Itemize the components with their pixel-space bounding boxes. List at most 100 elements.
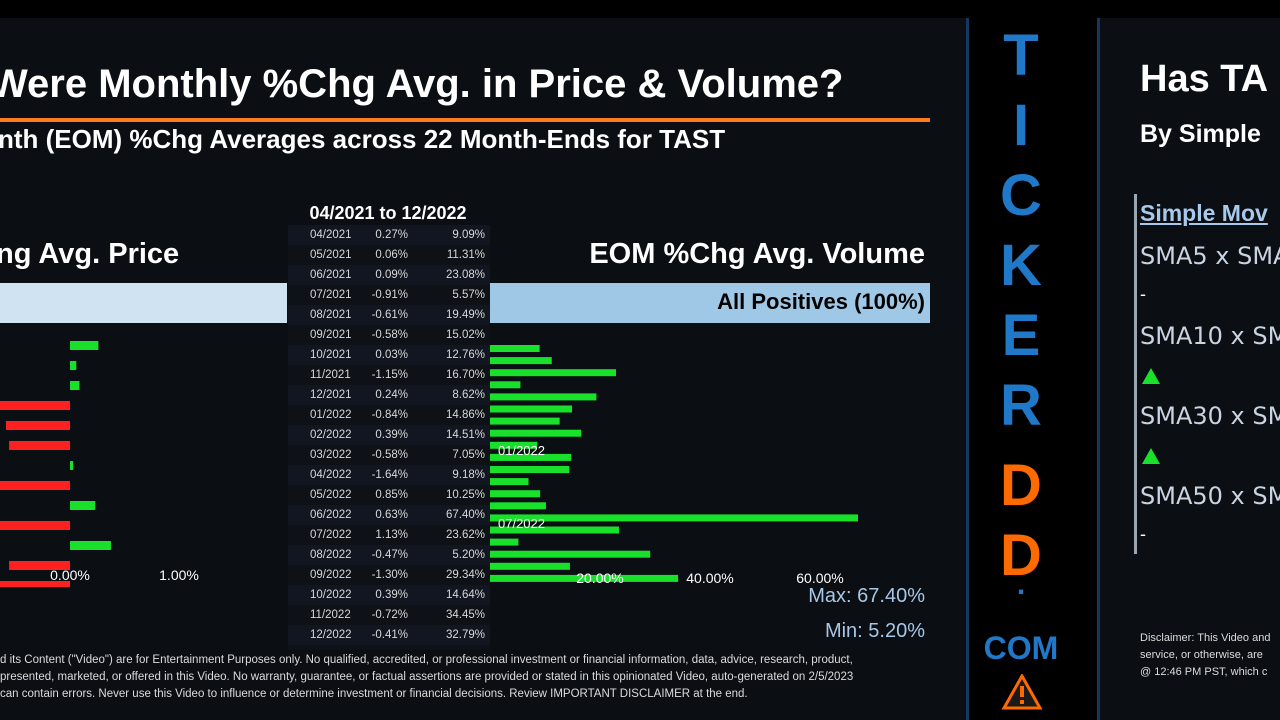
table-row: 05/2021 0.06% 11.31% xyxy=(288,245,490,265)
table-cell-price: -0.41% xyxy=(371,629,408,641)
table-cell-price: -0.61% xyxy=(371,309,408,321)
table-cell-volume: 8.62% xyxy=(452,389,485,401)
price-bar xyxy=(70,381,80,390)
table-cell-price: 0.39% xyxy=(375,429,408,441)
table-cell-date: 02/2022 xyxy=(310,429,352,441)
table-cell-date: 11/2021 xyxy=(310,369,351,381)
right-panel-title: Has TA xyxy=(1140,58,1269,100)
table-cell-price: 0.63% xyxy=(375,509,408,521)
price-bar-chart: 0.00% 1.00% xyxy=(0,341,199,587)
table-cell-volume: 5.57% xyxy=(452,289,485,301)
volume-annotation: 07/2022 xyxy=(498,516,545,531)
table-row: 09/2021 -0.58% 15.02% xyxy=(288,325,490,345)
table-cell-date: 08/2022 xyxy=(310,549,352,561)
brand-letter: R xyxy=(1000,373,1042,438)
price-bar xyxy=(0,581,70,587)
volume-bar xyxy=(490,453,572,461)
table-cell-date: 12/2021 xyxy=(310,389,352,401)
title-rule xyxy=(0,118,930,122)
table-cell-price: 0.85% xyxy=(375,489,408,501)
table-cell-price: 0.24% xyxy=(375,389,408,401)
table-row: 12/2021 0.24% 8.62% xyxy=(288,385,490,405)
price-bar xyxy=(5,421,71,430)
table-cell-price: 0.39% xyxy=(375,589,408,601)
table-cell-price: -1.64% xyxy=(371,469,408,481)
table-cell-price: 0.09% xyxy=(375,269,408,281)
table-cell-volume: 34.45% xyxy=(445,609,485,621)
table-row: 11/2022 -0.72% 34.45% xyxy=(288,605,490,625)
table-cell-volume: 23.62% xyxy=(445,529,485,541)
volume-tick-label: 40.00% xyxy=(686,570,733,586)
volume-bar xyxy=(490,441,538,449)
table-cell-volume: 14.64% xyxy=(445,589,485,601)
table-row: 04/2021 0.27% 9.09% xyxy=(288,225,490,245)
min-label: Min: 5.20% xyxy=(824,620,925,642)
table-cell-volume: 12.76% xyxy=(445,349,485,361)
volume-bar xyxy=(490,393,597,401)
disclaimer: d its Content ("Video") are for Entertai… xyxy=(0,652,930,703)
disclaimer-line: presented, marketed, or offered in this … xyxy=(0,671,854,683)
volume-bar xyxy=(490,345,540,352)
table-cell-price: -0.58% xyxy=(371,449,408,461)
table-cell-price: -0.47% xyxy=(371,549,408,561)
price-summary-band xyxy=(0,283,287,323)
volume-bar xyxy=(490,502,546,510)
main-title: Were Monthly %Chg Avg. in Price & Volume… xyxy=(0,62,844,106)
table-cell-price: 1.13% xyxy=(375,529,408,541)
price-bar xyxy=(9,561,71,570)
table-row: 07/2022 1.13% 23.62% xyxy=(288,525,490,545)
table-cell-volume: 5.20% xyxy=(452,549,485,561)
volume-bar xyxy=(490,490,541,498)
table-row: 04/2022 -1.64% 9.18% xyxy=(288,465,490,485)
data-table: 04/2021 0.27% 9.09% 05/2021 0.06% 11.31% 06/20… xyxy=(288,225,490,650)
sma-item-value: - xyxy=(1140,524,1146,544)
price-bar xyxy=(9,441,71,450)
table-cell-volume: 29.34% xyxy=(445,569,485,581)
volume-bar xyxy=(490,574,679,582)
brand-strip: T I C K E R D D . COM xyxy=(966,18,1097,720)
table-row: 05/2022 0.85% 10.25% xyxy=(288,485,490,505)
table-row: 09/2022 -1.30% 29.34% xyxy=(288,565,490,585)
sma-item-label: SMA30 x SM xyxy=(1140,402,1280,430)
volume-bar xyxy=(490,466,570,473)
table-row: 03/2022 -0.58% 7.05% xyxy=(288,445,490,465)
price-bar xyxy=(0,401,71,410)
volume-bar xyxy=(490,526,619,534)
table-cell-price: 0.03% xyxy=(375,349,408,361)
brand-letter: C xyxy=(1000,163,1042,228)
subtitle: nth (EOM) %Chg Averages across 22 Month-… xyxy=(0,124,726,154)
volume-bar xyxy=(490,478,529,486)
sma-list-header: Simple Mov xyxy=(1140,200,1268,226)
price-bar xyxy=(70,461,74,470)
table-cell-date: 05/2022 xyxy=(310,489,352,501)
table-cell-volume: 32.79% xyxy=(445,629,485,641)
volume-bar xyxy=(490,429,582,437)
table-cell-price: -1.30% xyxy=(371,569,408,581)
table-row: 10/2021 0.03% 12.76% xyxy=(288,345,490,365)
table-cell-volume: 11.31% xyxy=(446,249,485,261)
table-cell-date: 11/2022 xyxy=(310,609,351,621)
volume-bar xyxy=(490,405,573,413)
brand-letter: . xyxy=(1016,568,1026,601)
volume-bar xyxy=(490,417,560,425)
volume-tick-label: 60.00% xyxy=(796,570,843,586)
price-chart-header: ng Avg. Price xyxy=(0,238,180,270)
table-cell-date: 10/2022 xyxy=(310,589,352,601)
volume-bar xyxy=(490,381,521,389)
volume-bar xyxy=(490,357,552,365)
brand-letter: E xyxy=(1001,303,1041,368)
table-cell-price: -0.58% xyxy=(371,329,408,341)
table-row: 08/2021 -0.61% 19.49% xyxy=(288,305,490,325)
volume-chart-header: EOM %Chg Avg. Volume xyxy=(589,238,925,270)
right-disclaimer: Disclaimer: This Video and service, or o… xyxy=(1140,630,1280,681)
sma-item-label: SMA10 x SM xyxy=(1140,322,1280,350)
table-cell-price: -0.72% xyxy=(371,609,408,621)
table-cell-volume: 67.40% xyxy=(445,509,485,521)
table-cell-volume: 19.49% xyxy=(445,309,485,321)
table-cell-date: 04/2021 xyxy=(310,229,352,241)
table-cell-date: 04/2022 xyxy=(310,469,352,481)
table-row: 01/2022 -0.84% 14.86% xyxy=(288,405,490,425)
sma-item-label: SMA5 x SMA xyxy=(1140,242,1280,270)
table-cell-price: 0.06% xyxy=(375,249,408,261)
date-range: 04/2021 to 12/2022 xyxy=(309,203,467,223)
